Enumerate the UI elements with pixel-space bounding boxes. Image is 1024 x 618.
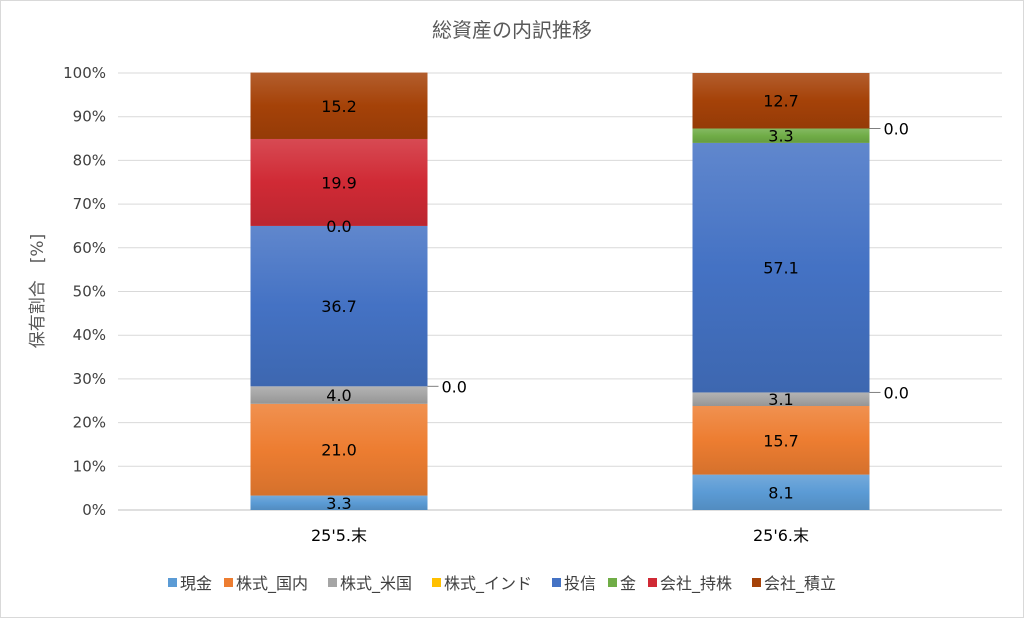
x-tick-label: 25'5.末 <box>311 526 367 545</box>
data-label: 0.0 <box>442 377 467 396</box>
bar-segment <box>692 392 870 406</box>
y-tick-label: 0% <box>82 501 106 519</box>
data-label: 19.9 <box>321 173 357 192</box>
data-label: 3.3 <box>326 494 351 513</box>
y-tick-label: 10% <box>73 457 106 475</box>
legend-label: 現金 <box>180 574 212 593</box>
legend-label: 会社_積立 <box>764 574 836 594</box>
legend-swatch <box>752 578 761 587</box>
data-label: 4.0 <box>326 386 351 405</box>
x-tick-label: 25'6.末 <box>753 526 809 545</box>
data-label: 57.1 <box>763 259 799 278</box>
bar-segment <box>250 225 428 387</box>
data-label: 0.0 <box>326 217 351 236</box>
legend-item: 会社_積立 <box>752 574 836 594</box>
legend-swatch <box>328 578 337 587</box>
y-tick-label: 40% <box>73 326 106 344</box>
legend-item: 株式_国内 <box>224 574 308 594</box>
bar-segment <box>692 142 870 393</box>
legend-item: 株式_米国 <box>328 574 412 594</box>
bar-segment <box>692 474 870 510</box>
legend-item: 現金 <box>168 574 212 593</box>
bar-segment <box>250 138 428 226</box>
y-axis-label: 保有割合 [%] <box>28 234 48 348</box>
y-tick-label: 70% <box>73 195 106 213</box>
bar-segment <box>250 386 428 404</box>
bar-segment <box>250 72 428 139</box>
data-label: 3.1 <box>768 390 793 409</box>
legend-swatch <box>648 578 657 587</box>
legend-swatch <box>224 578 233 587</box>
data-label: 36.7 <box>321 297 357 316</box>
data-label: 12.7 <box>763 92 799 111</box>
y-tick-label: 90% <box>73 108 106 126</box>
data-label: 21.0 <box>321 441 357 460</box>
data-label: 0.0 <box>884 119 909 138</box>
legend-swatch <box>432 578 441 587</box>
bar-segment <box>692 405 870 475</box>
legend-item: 株式_インド <box>432 574 532 594</box>
legend-label: 金 <box>620 574 636 593</box>
data-label: 15.2 <box>321 97 357 116</box>
y-tick-label: 50% <box>73 283 106 301</box>
y-tick-label: 20% <box>73 414 106 432</box>
bar-segment <box>250 403 428 496</box>
legend-label: 株式_国内 <box>236 574 308 594</box>
legend-item: 会社_持株 <box>648 574 732 594</box>
legend-label: 株式_米国 <box>340 574 412 594</box>
legend-item: 投信 <box>552 574 596 593</box>
data-label: 3.3 <box>768 127 793 146</box>
legend-swatch <box>608 578 617 587</box>
bar-segment <box>692 128 870 143</box>
data-label: 15.7 <box>763 431 799 450</box>
data-label: 0.0 <box>884 383 909 402</box>
bar-segment <box>250 495 428 510</box>
legend-swatch <box>168 578 177 587</box>
legend-swatch <box>552 578 561 587</box>
legend-label: 投信 <box>564 574 596 593</box>
y-tick-label: 60% <box>73 239 106 257</box>
legend-label: 会社_持株 <box>660 574 732 594</box>
legend-item: 金 <box>608 574 636 593</box>
y-tick-label: 30% <box>73 370 106 388</box>
y-tick-label: 100% <box>63 64 106 82</box>
bar-segment <box>692 73 870 129</box>
data-label: 8.1 <box>768 483 793 502</box>
y-tick-label: 80% <box>73 151 106 169</box>
legend-label: 株式_インド <box>444 574 532 594</box>
chart-title: 総資産の内訳推移 <box>432 18 592 42</box>
